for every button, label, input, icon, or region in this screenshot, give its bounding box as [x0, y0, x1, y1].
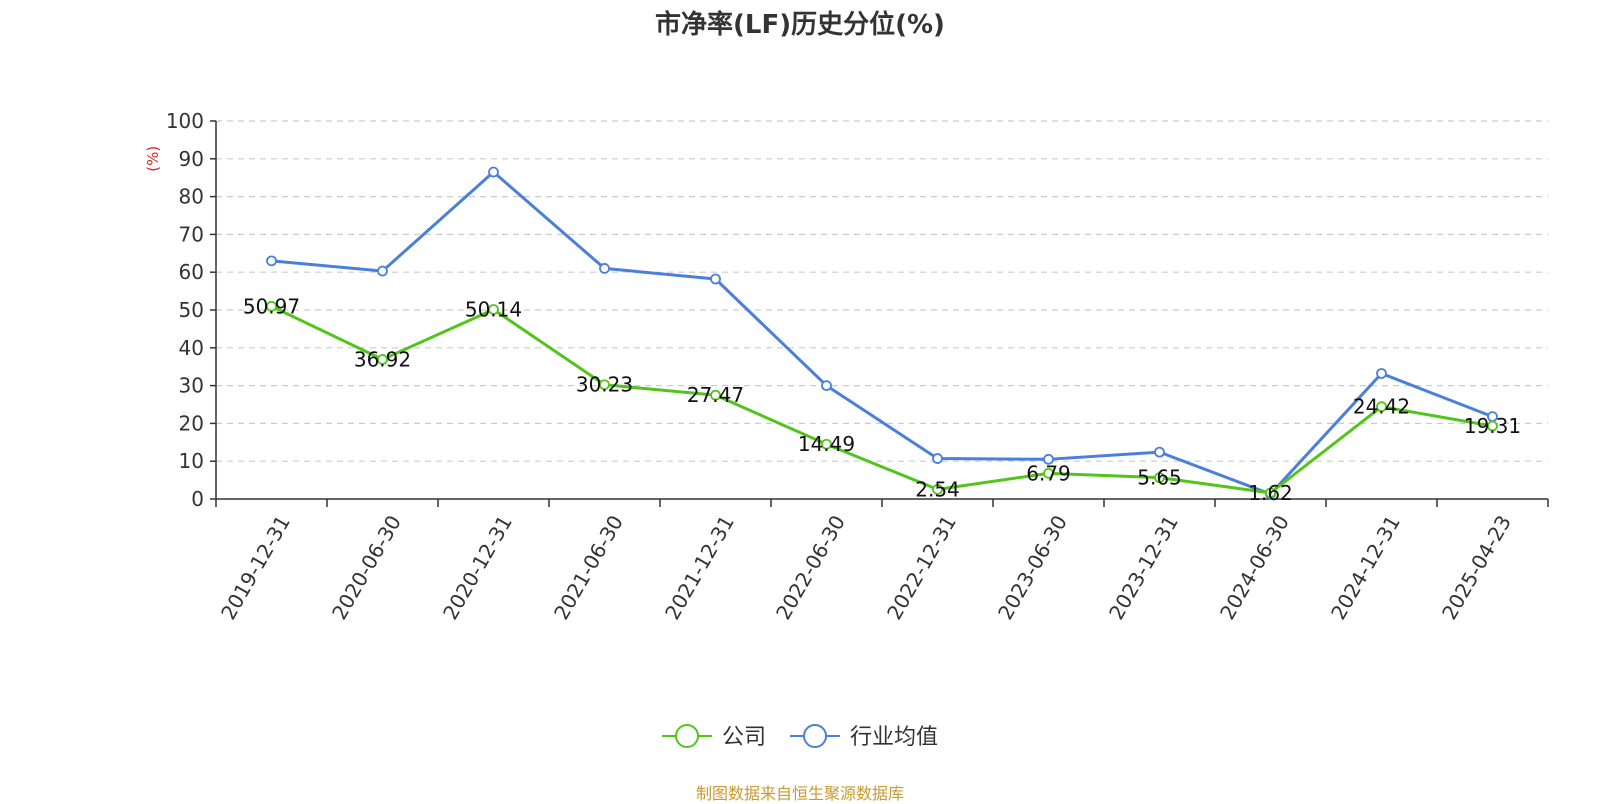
- data-point: [710, 389, 721, 401]
- data-point: [1043, 467, 1054, 479]
- legend: 公司 行业均值: [662, 724, 938, 750]
- data-point: [1154, 472, 1165, 484]
- x-tick-label: 2025-04-23: [1437, 511, 1516, 624]
- data-label: 24.42: [1353, 395, 1410, 419]
- data-label: 2.54: [915, 477, 960, 501]
- data-label: 27.47: [687, 383, 744, 407]
- y-tick-label: 10: [179, 449, 204, 473]
- data-point: [488, 304, 499, 315]
- series-line: [271, 170, 1494, 496]
- legend-circle-icon: [803, 724, 827, 748]
- data-point: [1154, 446, 1165, 458]
- data-label: 50.14: [465, 297, 522, 321]
- y-axis-unit-label: (%): [144, 146, 162, 172]
- legend-circle-icon: [675, 724, 699, 748]
- data-point: [821, 438, 832, 450]
- data-point: [710, 273, 721, 285]
- x-tick-label: 2022-12-31: [882, 511, 961, 624]
- data-point: [266, 255, 277, 267]
- data-point: [599, 263, 610, 274]
- y-tick-label: 20: [179, 411, 204, 435]
- y-tick-label: 30: [179, 374, 204, 398]
- data-point: [932, 483, 943, 495]
- series-line: [270, 304, 1493, 495]
- y-tick-label: 40: [179, 336, 204, 360]
- data-point: [1487, 420, 1498, 432]
- legend-label: 行业均值: [850, 725, 938, 750]
- source-note: 制图数据来自恒生聚源数据库: [695, 784, 904, 803]
- x-tick-label: 2024-12-31: [1326, 511, 1405, 624]
- y-tick-label: 60: [179, 260, 204, 284]
- legend-item: 行业均值: [790, 724, 938, 750]
- y-tick-label: 80: [179, 185, 204, 209]
- x-tick-label: 2024-06-30: [1215, 511, 1294, 624]
- x-tick-label: 2020-06-30: [327, 511, 406, 624]
- x-tick-label: 2019-12-31: [216, 511, 295, 624]
- x-tick-label: 2021-06-30: [549, 511, 628, 624]
- data-label: 30.23: [576, 373, 633, 397]
- y-tick-label: 70: [179, 222, 204, 246]
- data-label: 14.49: [798, 432, 855, 456]
- data-point: [1265, 487, 1276, 499]
- data-point: [377, 265, 388, 277]
- x-tick-label: 2023-06-30: [993, 511, 1072, 624]
- data-point: [932, 453, 943, 464]
- y-tick-label: 0: [191, 487, 204, 511]
- data-point: [599, 379, 610, 391]
- data-label: 19.31: [1464, 414, 1521, 438]
- x-tick-label: 2020-12-31: [438, 511, 517, 624]
- y-tick-label: 90: [179, 147, 204, 171]
- data-label: 6.79: [1026, 461, 1071, 485]
- x-tick-label: 2022-06-30: [771, 511, 850, 624]
- data-label: 50.97: [243, 294, 300, 318]
- data-labels: 50.97 36.92 50.14 30.23 27.47 14.49 2.54 6.79 5.…: [243, 294, 1521, 505]
- data-point: [266, 300, 277, 312]
- data-point: [1043, 453, 1054, 465]
- y-tick-label: 100: [166, 109, 204, 133]
- data-point: [1376, 368, 1387, 379]
- data-point: [821, 380, 832, 392]
- data-label: 5.65: [1137, 466, 1182, 490]
- data-label: 36.92: [354, 347, 411, 371]
- legend-item: 公司: [662, 724, 766, 750]
- legend-label: 公司: [722, 725, 766, 750]
- y-tick-label: 50: [179, 298, 204, 322]
- chart-title: 市净率(LF)历史分位(%): [655, 10, 945, 40]
- x-tick-label: 2021-12-31: [660, 511, 739, 624]
- x-tick-label: 2023-12-31: [1104, 511, 1183, 624]
- series-lines: [266, 166, 1498, 500]
- data-point: [377, 354, 388, 365]
- data-point: [1376, 401, 1387, 413]
- data-point: [488, 166, 499, 178]
- data-label: 1.62: [1248, 481, 1293, 505]
